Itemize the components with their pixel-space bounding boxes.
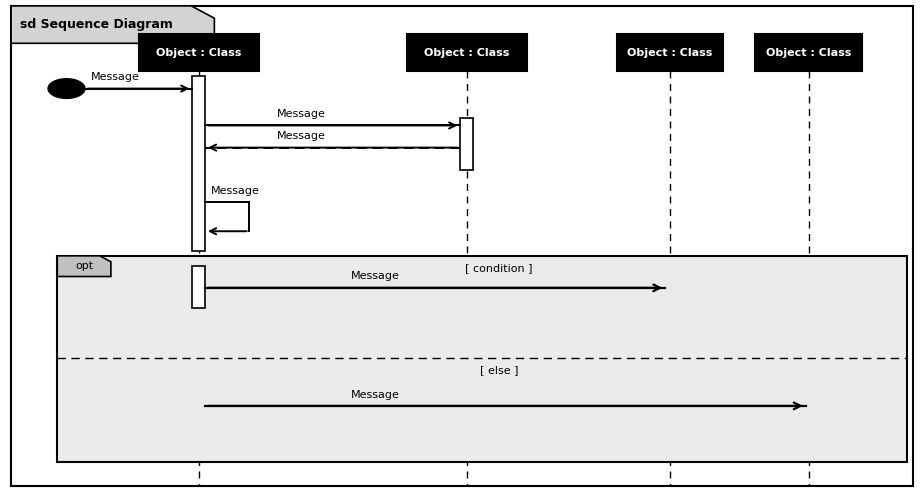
Text: Message: Message	[277, 131, 326, 141]
Polygon shape	[57, 256, 111, 277]
Text: [ condition ]: [ condition ]	[465, 263, 533, 273]
Text: [ else ]: [ else ]	[480, 365, 518, 375]
Bar	[139, 34, 259, 71]
Bar	[756, 34, 861, 71]
Bar	[617, 34, 723, 71]
Bar	[57, 256, 907, 462]
Bar	[460, 118, 473, 170]
Bar	[192, 266, 205, 308]
Text: sd Sequence Diagram: sd Sequence Diagram	[20, 18, 173, 31]
Text: Message: Message	[211, 186, 260, 196]
Text: opt: opt	[75, 261, 93, 271]
Bar	[407, 34, 527, 71]
Bar	[192, 76, 205, 251]
Text: Message: Message	[351, 390, 400, 400]
Text: Message: Message	[351, 272, 400, 281]
Text: Message: Message	[277, 109, 326, 119]
Text: Object : Class: Object : Class	[766, 48, 851, 58]
Text: Object : Class: Object : Class	[424, 48, 509, 58]
Polygon shape	[11, 6, 214, 43]
Text: Object : Class: Object : Class	[156, 48, 241, 58]
Text: Object : Class: Object : Class	[627, 48, 712, 58]
Circle shape	[48, 79, 85, 98]
Text: Message: Message	[91, 72, 140, 82]
